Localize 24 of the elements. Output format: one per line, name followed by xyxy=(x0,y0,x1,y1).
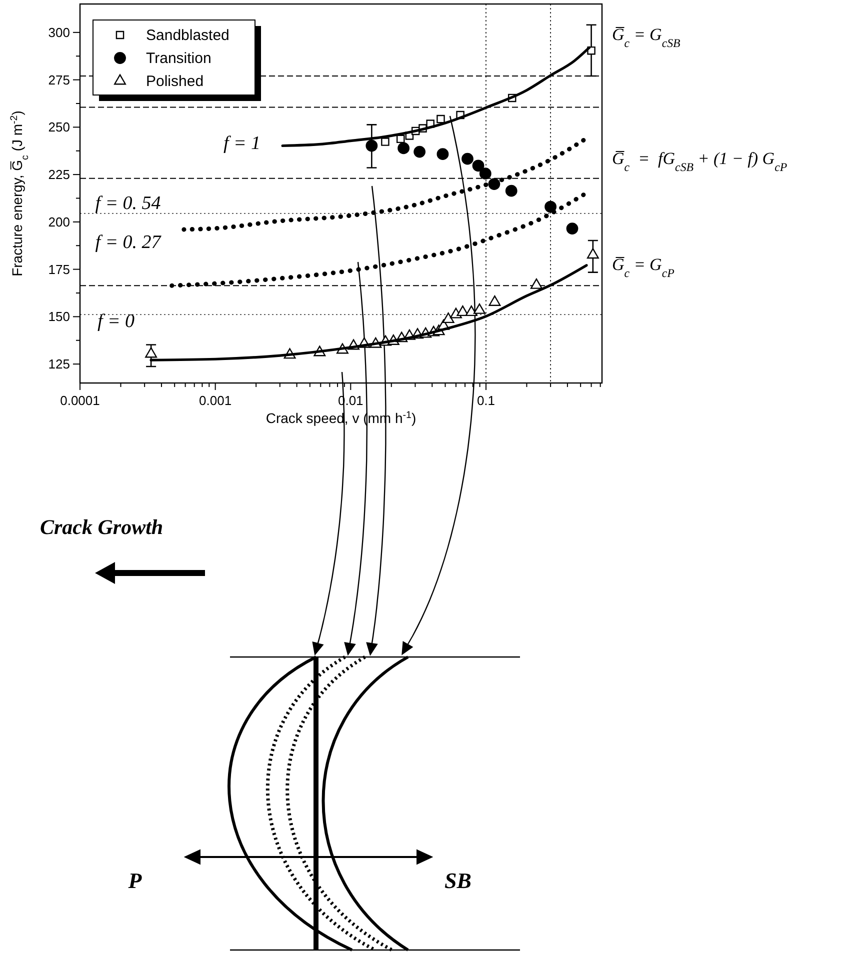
text: Crack Growth xyxy=(40,515,164,539)
x-tick-label: 0.0001 xyxy=(60,393,100,408)
text: G̅$_{c}$ = G$_{cP}$ xyxy=(612,255,674,280)
legend-label: Polished xyxy=(146,73,204,90)
text: G̅$_{c}$ = fG$_{cSB}$ + (1 − f) G$_{cP}$ xyxy=(612,149,788,174)
y-tick-label: 250 xyxy=(48,120,70,135)
annotation: f = 0 xyxy=(97,311,136,332)
y-tick-label: 125 xyxy=(48,356,70,372)
annotation: f = 1 xyxy=(223,133,261,154)
text: G̅$_{c}$ = G$_{cSB}$ xyxy=(612,25,680,50)
text: P xyxy=(127,868,142,893)
y-tick-label: 175 xyxy=(48,262,70,277)
annotation: f = 0. 27 xyxy=(95,232,162,253)
text: SB xyxy=(444,868,472,893)
y-tick-label: 225 xyxy=(48,167,70,182)
x-tick-label: 0.1 xyxy=(476,393,496,408)
annotation: f = 0. 54 xyxy=(95,193,162,214)
y-tick-label: 275 xyxy=(48,72,70,88)
x-tick-label: 0.001 xyxy=(199,393,232,408)
legend-label: Transition xyxy=(146,50,212,67)
y-tick-label: 200 xyxy=(48,214,70,230)
y-tick-label: 300 xyxy=(48,24,70,40)
y-tick-label: 150 xyxy=(48,309,70,324)
legend-label: Sandblasted xyxy=(146,27,230,44)
